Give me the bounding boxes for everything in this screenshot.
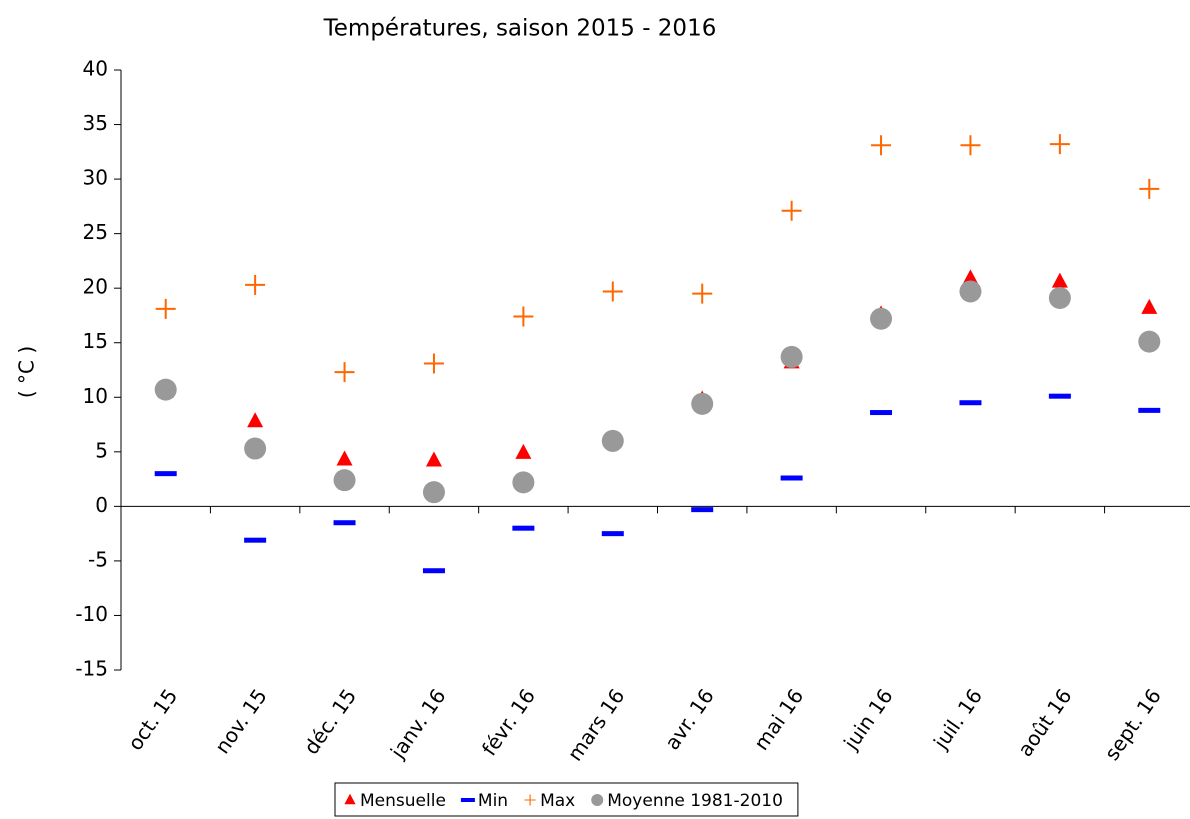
legend-label: Mensuelle xyxy=(360,791,446,811)
legend-label: Min xyxy=(478,791,508,811)
legend-box xyxy=(334,782,799,817)
marker-plus xyxy=(1139,178,1160,199)
legend: Mensuelle Min Max Moyenne 1981-2010 xyxy=(334,782,799,817)
marker-dash xyxy=(244,537,267,543)
x-tick-label: févr. 16 xyxy=(477,684,540,760)
marker-dash xyxy=(460,798,475,802)
marker-plus xyxy=(781,200,802,221)
marker-circle xyxy=(870,307,893,330)
marker-circle xyxy=(601,429,624,452)
marker-dash xyxy=(333,520,356,526)
x-tick-label: janv. 16 xyxy=(385,684,451,763)
y-tick-label: 25 xyxy=(83,220,108,244)
y-tick-label: 30 xyxy=(83,166,108,190)
marker-plus xyxy=(513,306,534,327)
marker-dash xyxy=(512,525,535,531)
marker-circle xyxy=(1048,287,1071,309)
marker-dash xyxy=(422,568,445,574)
y-tick-label: 20 xyxy=(83,275,108,299)
marker-circle xyxy=(1138,330,1161,353)
marker-plus xyxy=(423,353,444,374)
marker-dash xyxy=(1048,393,1071,399)
marker-triangle xyxy=(1141,298,1158,314)
marker-circle xyxy=(691,392,714,415)
marker-triangle xyxy=(1051,272,1068,288)
x-tick-label: déc. 15 xyxy=(299,684,361,759)
marker-plus xyxy=(524,794,536,806)
marker-triangle xyxy=(515,443,532,459)
legend-label: Max xyxy=(540,791,575,811)
marker-plus xyxy=(1049,134,1070,155)
marker-plus xyxy=(334,362,355,383)
marker-triangle xyxy=(962,269,979,285)
marker-dash xyxy=(870,410,893,416)
y-tick-label: -15 xyxy=(75,657,108,681)
marker-dash xyxy=(780,475,803,481)
marker-plus xyxy=(155,298,176,319)
marker-dash xyxy=(959,400,982,406)
marker-plus xyxy=(602,281,623,302)
x-tick-label: nov. 15 xyxy=(210,684,272,758)
marker-triangle xyxy=(344,793,356,805)
x-tick-label: juil. 16 xyxy=(928,684,987,754)
marker-triangle xyxy=(425,451,442,467)
y-tick-label: -5 xyxy=(88,547,108,571)
marker-plus xyxy=(245,274,266,295)
x-tick-label: mai 16 xyxy=(749,684,808,754)
y-tick-label: -10 xyxy=(75,602,108,626)
marker-circle xyxy=(591,794,604,806)
marker-plus xyxy=(960,135,981,156)
marker-dash xyxy=(154,471,177,477)
marker-circle xyxy=(959,280,982,303)
marker-dash xyxy=(1138,407,1161,413)
marker-circle xyxy=(333,469,356,492)
marker-circle xyxy=(154,378,177,401)
x-tick-label: oct. 15 xyxy=(123,684,182,754)
chart-title: Températures, saison 2015 - 2016 xyxy=(323,16,717,42)
marker-circle xyxy=(244,437,267,460)
x-tick-label: août 16 xyxy=(1013,684,1077,761)
marker-dash xyxy=(691,507,714,513)
y-axis-label: ( °C ) xyxy=(15,346,39,398)
x-tick-label: avr. 16 xyxy=(660,684,719,754)
x-tick-label: juin 16 xyxy=(838,684,897,755)
y-tick-label: 0 xyxy=(95,493,108,517)
marker-triangle xyxy=(336,450,353,466)
marker-circle xyxy=(512,471,535,494)
y-tick-label: 5 xyxy=(95,438,108,462)
marker-plus xyxy=(871,135,892,156)
x-tick-label: mars 16 xyxy=(563,684,630,765)
marker-triangle xyxy=(247,412,264,428)
marker-circle xyxy=(422,481,445,504)
marker-circle xyxy=(780,345,803,368)
y-tick-label: 10 xyxy=(83,384,108,408)
marker-dash xyxy=(601,531,624,537)
legend-label: Moyenne 1981-2010 xyxy=(607,791,783,811)
y-tick-label: 15 xyxy=(83,329,108,353)
x-tick-label: sept. 16 xyxy=(1100,684,1166,764)
y-tick-label: 40 xyxy=(83,57,108,81)
marker-plus xyxy=(692,283,713,304)
y-tick-label: 35 xyxy=(83,111,108,135)
